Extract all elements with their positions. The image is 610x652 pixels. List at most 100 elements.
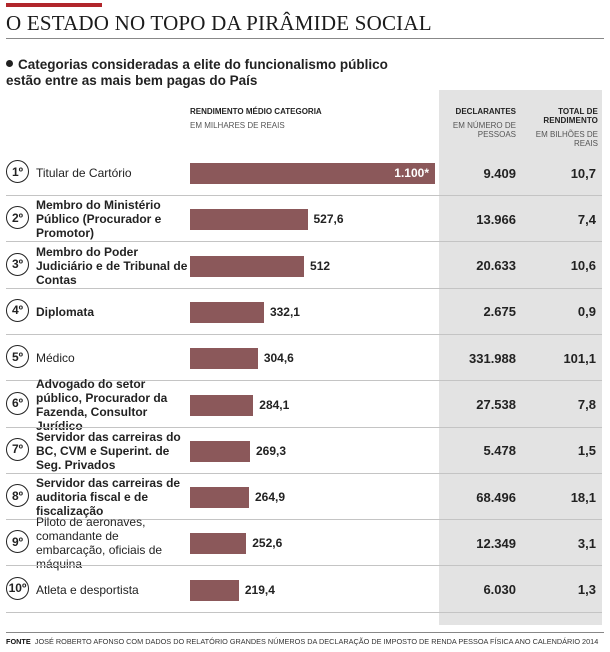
rank-badge: 3º [6,252,29,276]
category-label: Servidor das carreiras do BC, CVM e Supe… [36,429,181,472]
bar-value-label: 264,9 [255,490,286,505]
bar-value-label: 1.100* [394,166,429,180]
total-income-value: 10,6 [570,258,596,274]
bar-value-label: 284,1 [259,397,290,412]
declarants-value: 2.675 [483,304,516,320]
subtitle: Categorias consideradas a elite do funci… [6,57,426,89]
declarants-value: 68.496 [476,489,516,505]
bar-value-label: 332,1 [269,304,300,319]
income-column-title: RENDIMENTO MÉDIO CATEGORIA [190,107,322,116]
income-bar [190,394,254,416]
declarants-value: 6.030 [483,582,516,598]
income-bar [190,440,250,462]
row-divider [6,426,602,428]
total-income-value: 7,8 [577,397,596,412]
rank-badge: 2º [6,206,29,230]
table-row: 4º Diplomata 332,1 2.675 0,9 [6,289,602,335]
table-row: 8º Servidor das carreiras de auditoria fi… [6,474,602,521]
total-income-value: 101,1 [563,350,596,366]
declarants-column-unit: EM NÚMERO DE PESSOAS [452,121,516,139]
rank-badge: 9º [6,530,29,554]
table-row: 6º Advogado do setor público, Procurador … [6,376,602,433]
declarants-value: 27.538 [476,397,516,412]
total-income-value: 7,4 [577,211,596,227]
source-note: FONTE JOSÉ ROBERTO AFONSO COM DADOS DO R… [6,637,598,646]
income-bar [190,348,258,370]
total-income-value: 1,3 [577,582,596,598]
page-title: O ESTADO NO TOPO DA PIRÂMIDE SOCIAL [6,11,432,35]
income-bar [190,579,239,601]
income-bar [190,255,305,277]
declarants-column-header: DECLARANTES EM NÚMERO DE PESSOAS [440,107,516,139]
declarants-column-title: DECLARANTES [455,107,516,116]
category-label: Membro do Poder Judiciário e de Tribunal… [36,244,188,287]
declarants-value: 5.478 [483,443,516,459]
table-row: 5º Médico 304,6 331.988 101,1 [6,335,602,382]
subtitle-text: Categorias consideradas a elite do funci… [6,57,388,88]
row-divider [6,565,602,567]
total-income-value: 18,1 [570,489,596,505]
rank-badge: 7º [6,437,29,461]
rank-badge: 6º [6,391,29,415]
category-label: Atleta e desportista [36,582,139,597]
total-column-header: TOTAL DE RENDIMENTO EM BILHÕES DE REAIS [520,107,598,148]
bar-value-label: 527,6 [313,212,344,227]
declarants-value: 331.988 [469,350,516,366]
declarants-value: 12.349 [476,535,516,551]
declarants-value: 9.409 [483,165,516,181]
total-income-value: 10,7 [570,165,596,181]
row-divider [6,611,602,613]
income-bar [190,163,435,184]
row-divider [6,380,602,382]
bullet-icon [6,60,13,67]
bar-value-label: 304,6 [263,351,294,366]
category-label: Servidor das carreiras de auditoria fisc… [36,476,181,519]
source-text: JOSÉ ROBERTO AFONSO COM DADOS DO RELATÓR… [34,637,599,646]
title-divider [6,38,604,39]
declarants-value: 20.633 [476,258,516,274]
income-bar [190,209,308,231]
table-row: 2º Membro do Ministério Público (Procurad… [6,196,602,243]
bar-value-label: 269,3 [255,443,286,458]
rank-badge: 8º [6,484,29,508]
category-label: Piloto de aeronaves, comandante de embar… [36,515,163,572]
category-label: Advogado do setor público, Procurador da… [36,376,168,433]
income-column-unit: EM MILHARES DE REAIS [190,121,285,130]
category-label: Médico [36,351,75,366]
total-column-unit: EM BILHÕES DE REAIS [535,130,598,148]
total-income-value: 3,1 [577,535,596,551]
row-divider [6,472,602,474]
total-income-value: 0,9 [577,304,596,320]
row-divider [6,241,602,243]
numbers-panel [439,90,602,625]
row-divider [6,333,602,335]
income-bar [190,533,247,555]
total-income-value: 1,5 [577,443,596,459]
source-label: FONTE [6,637,31,646]
total-column-title: TOTAL DE RENDIMENTO [543,107,598,125]
category-label: Membro do Ministério Público (Procurador… [36,198,162,241]
row-divider [6,287,602,289]
rank-badge: 10º [6,576,29,600]
bar-value-label: 252,6 [252,536,283,551]
bar-value-label: 219,4 [244,582,275,597]
income-column-header: RENDIMENTO MÉDIO CATEGORIA EM MILHARES D… [190,107,322,130]
rank-badge: 4º [6,298,29,322]
row-divider [6,519,602,521]
table-row: 10º Atleta e desportista 219,4 6.030 1,3 [6,567,602,613]
table-row: 1º Titular de Cartório 1.100* 9.409 10,7 [6,150,602,196]
bar-value-label: 512 [310,258,331,273]
footer-divider [6,632,604,633]
declarants-value: 13.966 [476,211,516,227]
category-label: Diplomata [36,304,95,319]
table-row: 3º Membro do Poder Judiciário e de Tribun… [6,243,602,289]
category-label: Titular de Cartório [36,166,132,180]
rank-badge: 5º [6,345,29,369]
table-row: 9º Piloto de aeronaves, comandante de emb… [6,515,602,572]
income-bar [190,487,249,509]
row-divider [6,195,602,196]
table-row: 7º Servidor das carreiras do BC, CVM e Su… [6,428,602,474]
accent-line [6,3,102,7]
income-bar [190,301,264,323]
rank-badge: 1º [6,160,29,183]
